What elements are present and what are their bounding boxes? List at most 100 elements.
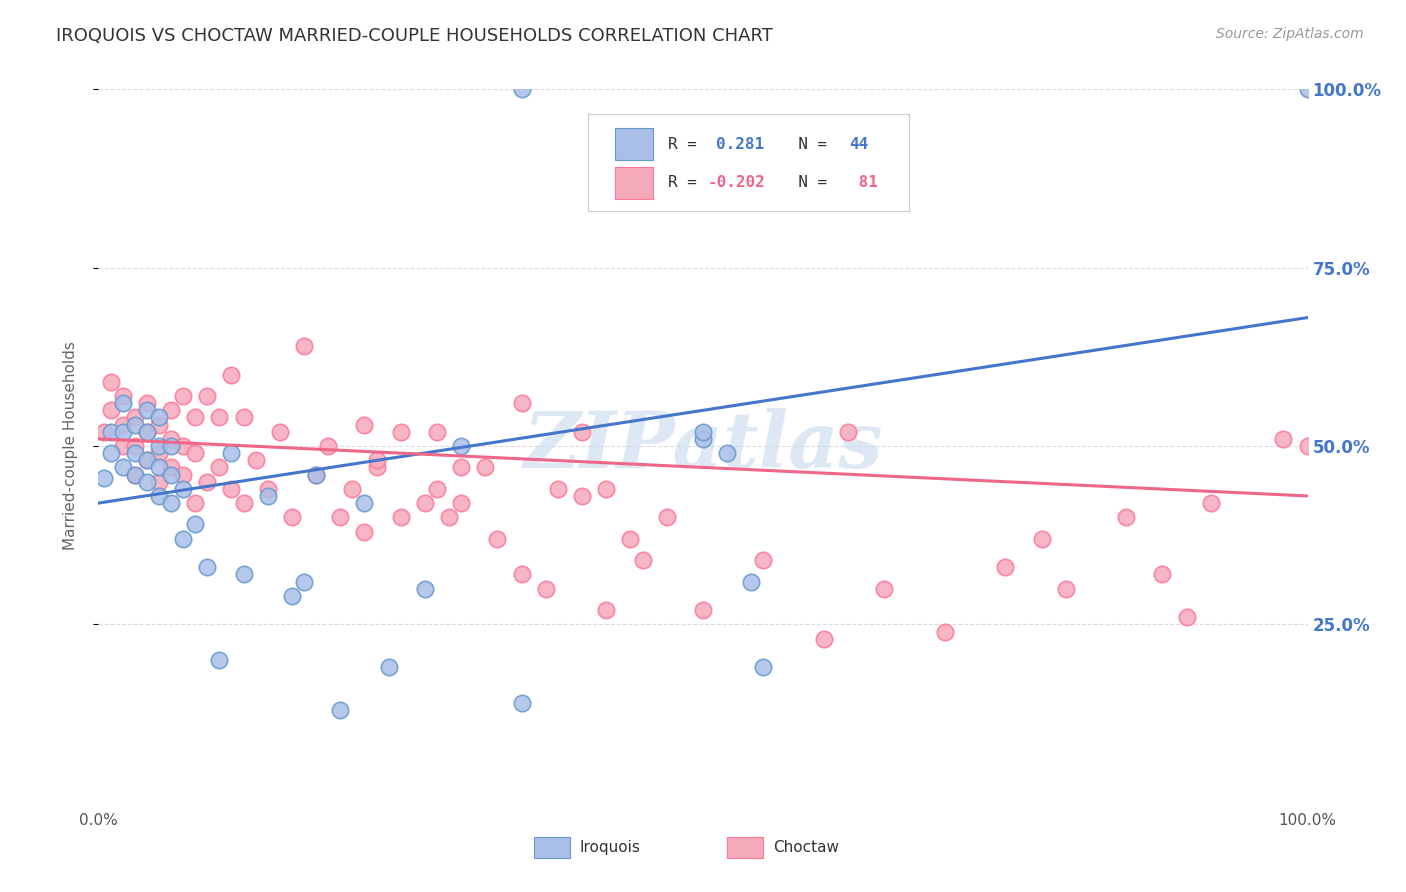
Point [124, 467, 146, 482]
Point [208, 653, 231, 667]
Point [353, 524, 375, 539]
Point [100, 446, 122, 460]
Text: 44: 44 [849, 136, 869, 152]
Point [595, 482, 617, 496]
FancyBboxPatch shape [614, 167, 654, 199]
Point [1031, 532, 1053, 546]
Point [111, 439, 134, 453]
Point [195, 560, 218, 574]
Point [124, 439, 146, 453]
Point [135, 475, 157, 489]
Point [1115, 510, 1137, 524]
Point [1296, 82, 1319, 96]
Point [353, 417, 375, 432]
Point [172, 389, 194, 403]
Point [221, 482, 243, 496]
Point [994, 560, 1017, 574]
Y-axis label: Married-couple Households: Married-couple Households [63, 342, 77, 550]
FancyBboxPatch shape [727, 837, 763, 858]
Point [316, 439, 339, 453]
Point [100, 425, 122, 439]
Point [934, 624, 956, 639]
Point [437, 510, 460, 524]
Point [1296, 439, 1319, 453]
Text: ZIPatlas: ZIPatlas [523, 408, 883, 484]
Point [413, 496, 436, 510]
Point [329, 510, 352, 524]
Point [111, 417, 134, 432]
Point [571, 425, 593, 439]
Point [184, 446, 207, 460]
Text: Choctaw: Choctaw [773, 839, 839, 855]
Point [389, 510, 412, 524]
Point [1272, 432, 1295, 446]
Text: 0.281: 0.281 [716, 136, 765, 152]
Point [111, 425, 134, 439]
Point [232, 567, 254, 582]
Point [111, 389, 134, 403]
Point [160, 460, 183, 475]
FancyBboxPatch shape [534, 837, 569, 858]
Point [450, 439, 472, 453]
Point [752, 553, 775, 567]
Text: IROQUOIS VS CHOCTAW MARRIED-COUPLE HOUSEHOLDS CORRELATION CHART: IROQUOIS VS CHOCTAW MARRIED-COUPLE HOUSE… [56, 27, 773, 45]
Point [135, 425, 157, 439]
Point [256, 489, 278, 503]
Point [93, 425, 115, 439]
Point [160, 496, 183, 510]
Point [221, 368, 243, 382]
Point [148, 417, 170, 432]
Point [510, 567, 533, 582]
FancyBboxPatch shape [588, 114, 908, 211]
Point [256, 482, 278, 496]
Point [510, 696, 533, 710]
Point [547, 482, 569, 496]
Point [135, 425, 157, 439]
Point [148, 410, 170, 425]
Text: N =: N = [779, 136, 837, 152]
Point [353, 496, 375, 510]
Point [160, 403, 183, 417]
Point [692, 603, 714, 617]
Point [389, 425, 412, 439]
Point [534, 582, 557, 596]
Point [740, 574, 762, 589]
Point [813, 632, 835, 646]
Point [292, 574, 315, 589]
Point [292, 339, 315, 353]
Point [619, 532, 641, 546]
Point [245, 453, 267, 467]
Point [148, 489, 170, 503]
Point [571, 489, 593, 503]
Point [1054, 582, 1077, 596]
Point [208, 460, 231, 475]
Point [1199, 496, 1222, 510]
Point [160, 432, 183, 446]
Point [510, 396, 533, 410]
Point [195, 389, 218, 403]
Point [1175, 610, 1198, 624]
Point [366, 460, 388, 475]
Point [221, 446, 243, 460]
Point [281, 510, 304, 524]
Point [631, 553, 654, 567]
Point [342, 482, 364, 496]
Point [450, 460, 472, 475]
Point [692, 432, 714, 446]
Point [413, 582, 436, 596]
Point [450, 496, 472, 510]
Point [148, 446, 170, 460]
Point [474, 460, 496, 475]
Point [232, 410, 254, 425]
Point [148, 439, 170, 453]
Point [232, 496, 254, 510]
Point [111, 460, 134, 475]
Point [510, 82, 533, 96]
Point [135, 453, 157, 467]
Point [184, 496, 207, 510]
Point [305, 467, 328, 482]
Text: 81: 81 [849, 176, 879, 190]
Point [111, 396, 134, 410]
Point [172, 439, 194, 453]
Point [172, 482, 194, 496]
